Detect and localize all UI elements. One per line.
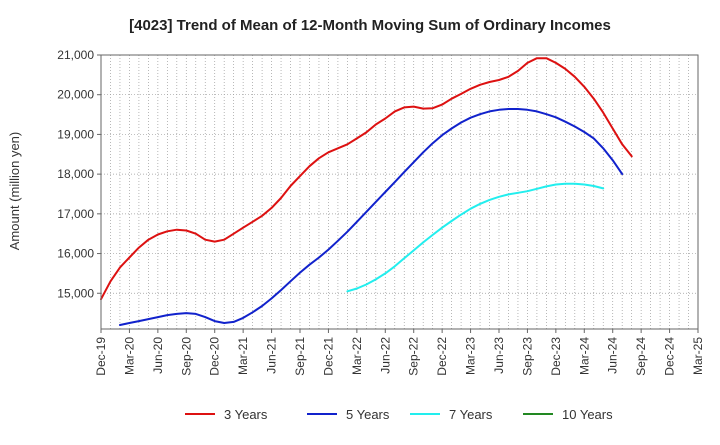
gridlines (100, 54, 699, 329)
x-tick-label: Sep-21 (293, 337, 307, 376)
x-tick-label: Mar-24 (577, 337, 591, 375)
legend-label: 5 Years (346, 407, 390, 422)
y-tick-label: 20,000 (57, 88, 94, 102)
x-tick-label: Sep-23 (520, 337, 534, 376)
x-tick-label: Sep-20 (179, 337, 193, 376)
x-tick-label: Sep-22 (407, 337, 421, 376)
x-tick-label: Dec-23 (549, 337, 563, 376)
legend: 3 Years 5 Years 7 Years 10 Years (185, 407, 613, 422)
x-tick-label: Sep-24 (634, 337, 648, 376)
y-tick-label: 18,000 (57, 167, 94, 181)
x-tick-label: Dec-19 (94, 337, 108, 376)
x-tick-label: Jun-23 (492, 337, 506, 374)
x-tick-label: Mar-21 (236, 337, 250, 375)
x-tick-label: Jun-24 (606, 337, 620, 374)
y-axis-ticks: 15,000 16,000 17,000 18,000 19,000 20,000 21,0… (57, 48, 101, 300)
x-tick-label: Jun-22 (378, 337, 392, 374)
y-tick-label: 15,000 (57, 286, 94, 300)
plot-area-frame (100, 54, 699, 330)
legend-label: 7 Years (449, 407, 493, 422)
x-tick-label: Dec-24 (663, 337, 677, 376)
legend-label: 3 Years (224, 407, 268, 422)
y-tick-label: 17,000 (57, 207, 94, 221)
x-tick-label: Mar-22 (350, 337, 364, 375)
chart-title: [4023] Trend of Mean of 12-Month Moving … (129, 17, 611, 34)
x-axis-ticks: Dec-19 Mar-20 Jun-20 Sep-20 Dec-20 Mar-21 Jun-… (94, 329, 705, 376)
x-tick-label: Dec-22 (435, 337, 449, 376)
y-tick-label: 21,000 (57, 48, 94, 62)
x-tick-label: Mar-20 (122, 337, 136, 375)
series-line-3-years (100, 57, 633, 301)
series-line-5-years (119, 108, 624, 326)
y-tick-label: 16,000 (57, 247, 94, 261)
legend-label: 10 Years (562, 407, 613, 422)
x-tick-label: Dec-20 (208, 337, 222, 376)
series-line-7-years (346, 182, 605, 293)
series-lines (100, 57, 633, 326)
y-tick-label: 19,000 (57, 127, 94, 141)
x-tick-label: Dec-21 (321, 337, 335, 376)
y-axis-label: Amount (million yen) (7, 132, 22, 251)
x-tick-label: Jun-21 (265, 337, 279, 374)
x-tick-label: Mar-25 (691, 337, 705, 375)
x-tick-label: Mar-23 (464, 337, 478, 375)
x-tick-label: Jun-20 (151, 337, 165, 374)
